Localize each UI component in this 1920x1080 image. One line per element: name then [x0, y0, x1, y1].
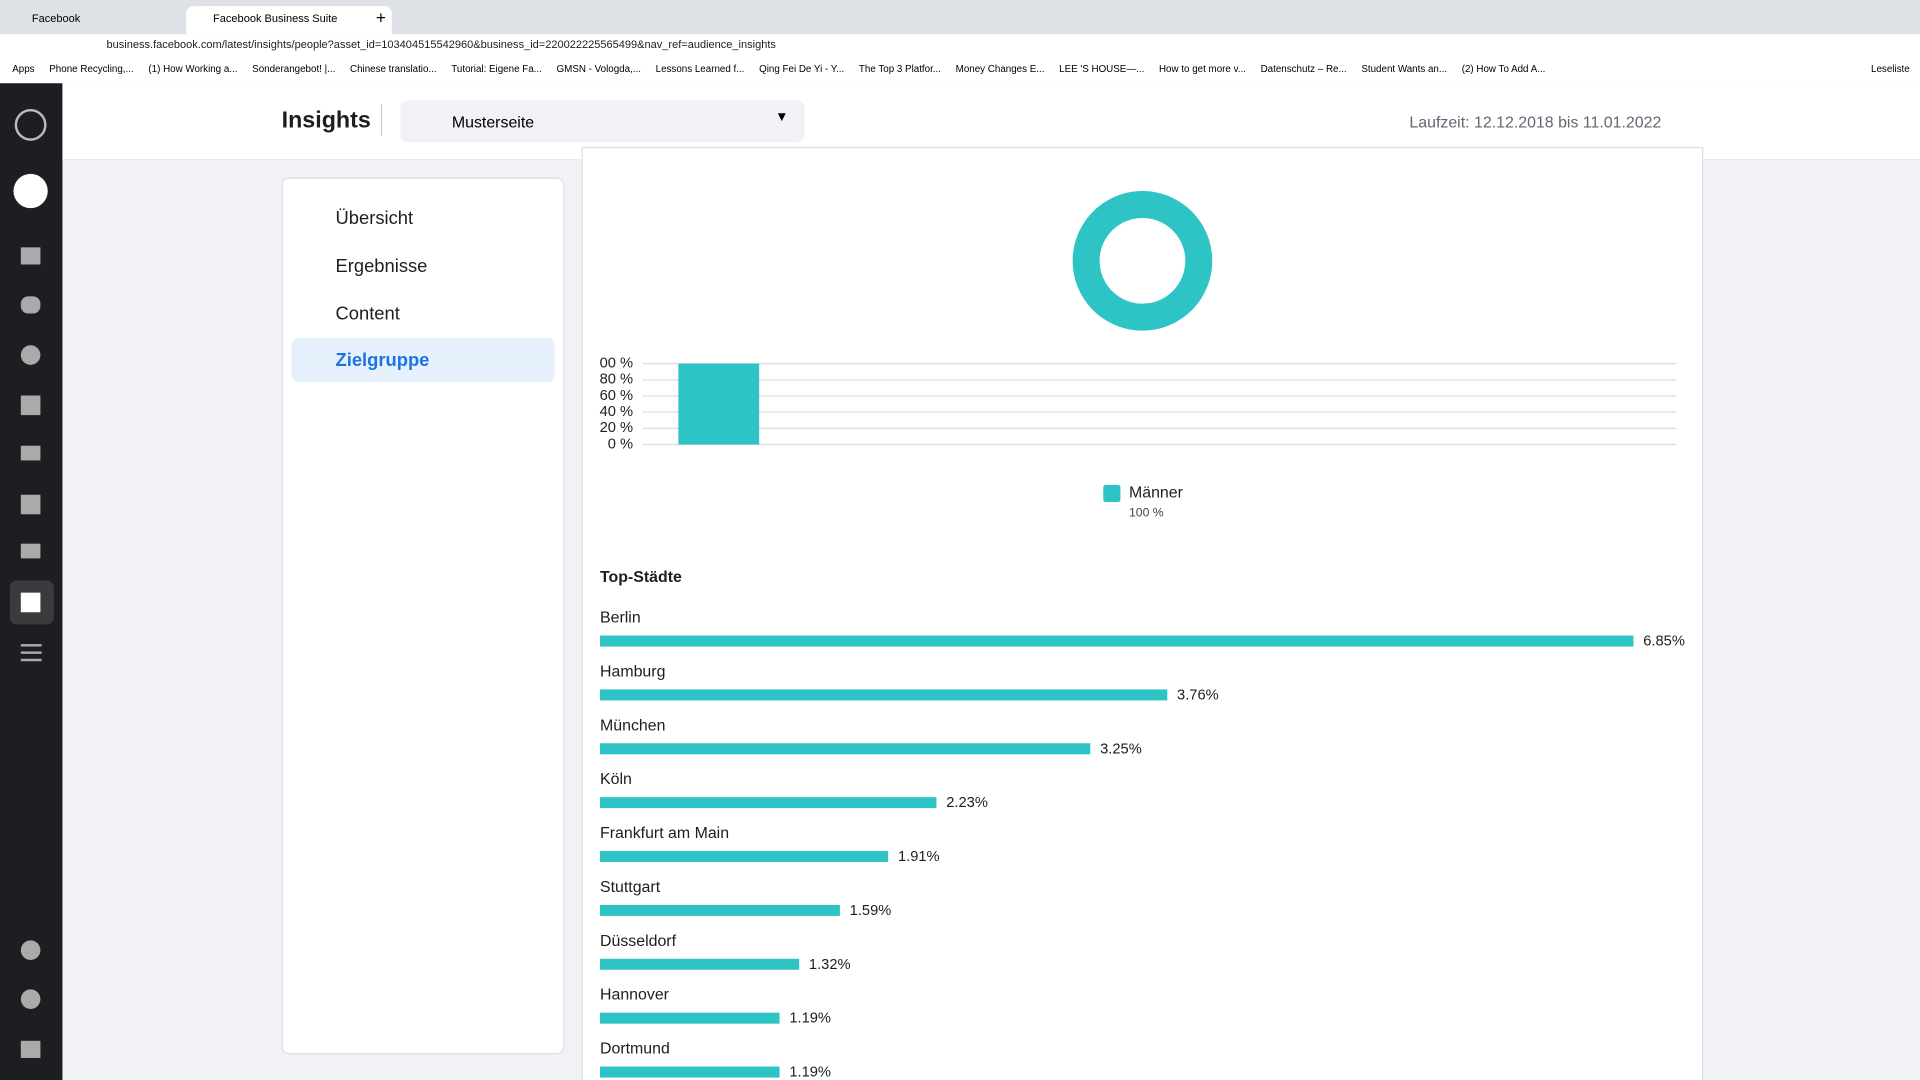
bookmark[interactable]: The Top 3 Platfor... — [858, 63, 941, 75]
bookmark[interactable]: Student Wants an... — [1361, 63, 1448, 75]
city-name: Hamburg — [600, 663, 665, 680]
nav-panel — [281, 177, 565, 1055]
bookmark[interactable]: GMSN - Vologda,... — [556, 63, 641, 75]
city-bar — [600, 635, 1634, 647]
app-sidebar — [0, 83, 63, 1080]
charts: 0 %20 %40 %60 %80 %00 % Männer 100 % Top-St… — [600, 191, 1685, 1080]
city-value: 6.85% — [1643, 634, 1685, 650]
city-bar — [600, 1012, 780, 1024]
bookmark[interactable]: (1) How Working a... — [148, 63, 238, 75]
tab-bar: Facebook Facebook Business Suite + — [0, 0, 1920, 35]
y-tick-label: 60 % — [600, 388, 633, 404]
page-name: Musterseite — [451, 112, 535, 132]
city-name: München — [600, 717, 665, 734]
city-value: 1.59% — [850, 903, 892, 919]
city-name: Stuttgart — [600, 879, 661, 896]
bookmarks-bar: Apps Phone Recycling,... (1) How Working a… — [0, 56, 1920, 85]
sidebar-icons — [9, 108, 54, 1058]
city-value: 1.32% — [809, 957, 851, 973]
city-name: Hannover — [600, 987, 670, 1004]
city-value: 2.23% — [946, 795, 988, 811]
city-name: Düsseldorf — [600, 933, 677, 950]
bookmark[interactable]: Chinese translatio... — [350, 63, 437, 75]
city-name: Berlin — [600, 610, 641, 627]
city-value: 3.25% — [1100, 741, 1142, 757]
nav-item-active[interactable]: Zielgruppe — [335, 350, 430, 372]
city-value: 3.76% — [1177, 687, 1219, 703]
divider — [380, 104, 383, 136]
bookmark[interactable]: Apps — [12, 63, 35, 75]
address-bar: business.facebook.com/latest/insights/pe… — [0, 34, 1920, 57]
y-tick-label: 40 % — [600, 404, 633, 420]
bookmark[interactable]: Lessons Learned f... — [655, 63, 745, 75]
content-card: 0 % 20 % 40 % 60 % 80 % 00 % Männer 100 % Top-St… — [581, 146, 1704, 1080]
bookmark[interactable]: Datenschutz – Re... — [1260, 63, 1347, 75]
city-value: 1.19% — [789, 1011, 831, 1027]
tab[interactable]: Facebook Business Suite — [186, 6, 392, 35]
legend-swatch — [1103, 484, 1121, 503]
bookmark-list: Apps Phone Recycling,... (1) How Working a… — [12, 64, 1545, 75]
nav-item[interactable]: Übersicht — [335, 208, 414, 229]
city-bar — [600, 797, 937, 809]
bookmark[interactable]: Sonderangebot! |... — [252, 63, 336, 75]
bookmark[interactable]: Money Changes E... — [955, 63, 1045, 75]
legend-label: Männer — [1129, 485, 1184, 502]
y-tick-label: 20 % — [600, 420, 633, 436]
nav-item[interactable]: Ergebnisse — [335, 255, 428, 277]
city-bar — [600, 743, 1091, 755]
city-bar — [600, 1066, 780, 1078]
city-bar — [600, 958, 800, 970]
bookmark[interactable]: (2) How To Add A... — [1461, 63, 1546, 75]
header-title: Insights — [281, 107, 371, 134]
city-bar — [600, 904, 840, 916]
nav-active-bg — [291, 337, 555, 383]
page-selector[interactable]: Musterseite ▼ — [400, 100, 805, 143]
legend-value: 100 % — [1129, 505, 1164, 519]
city-name: Frankfurt am Main — [600, 825, 729, 842]
new-tab[interactable]: + — [375, 7, 386, 27]
donut-segment — [1072, 191, 1213, 331]
city-bar — [600, 851, 889, 863]
bookmark[interactable]: LEE 'S HOUSE—... — [1059, 63, 1145, 75]
reading-list[interactable]: Leseliste — [1871, 63, 1910, 75]
city-name: Köln — [600, 771, 632, 788]
tab[interactable]: Facebook — [31, 12, 81, 25]
bookmark[interactable]: Qing Fei De Yi - Y... — [759, 63, 845, 75]
bookmark[interactable]: How to get more v... — [1158, 63, 1246, 75]
y-tick-label: 0 % — [608, 436, 633, 452]
url[interactable]: business.facebook.com/latest/insights/pe… — [106, 37, 776, 51]
city-name: Dortmund — [600, 1041, 670, 1058]
section-title: Top-Städte — [600, 569, 682, 586]
nav-item[interactable]: Content — [335, 303, 400, 325]
bookmark[interactable]: Tutorial: Eigene Fa... — [451, 63, 542, 75]
dropdown-arrow: ▼ — [775, 110, 789, 125]
city-value: 1.19% — [789, 1065, 831, 1080]
city-bar — [600, 689, 1168, 701]
y-tick-label: 80 % — [600, 372, 633, 388]
date-range[interactable]: Laufzeit: 12.12.2018 bis 11.01.2022 — [1409, 112, 1662, 132]
city-value: 1.91% — [898, 849, 940, 865]
y-tick-label: 00 % — [600, 356, 633, 372]
bar — [678, 363, 760, 445]
bookmark[interactable]: Phone Recycling,... — [49, 63, 134, 75]
